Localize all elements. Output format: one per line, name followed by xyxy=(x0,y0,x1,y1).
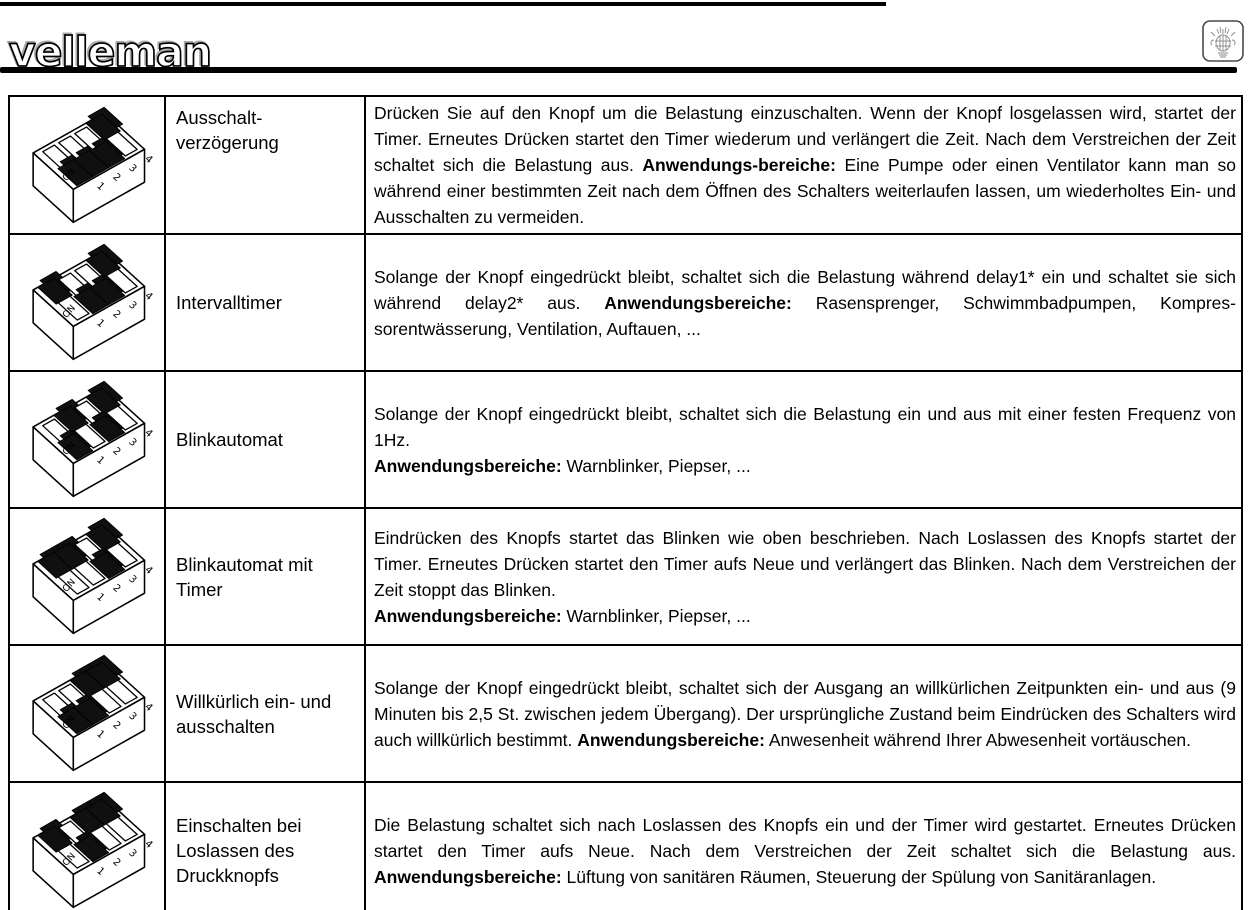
mode-name-cell: Willkürlich ein- und ausschalten xyxy=(164,644,366,783)
mode-name: Blinkautomat mit Timer xyxy=(176,553,313,600)
mode-description-cell: Solange der Knopf eingedrückt bleibt, sc… xyxy=(364,233,1243,372)
table-row: 1 2 3 4 ON Blinkautomat mit Timer Eindrücken… xyxy=(8,507,1243,646)
mode-description-cell: Die Belastung schaltet sich nach Loslass… xyxy=(364,781,1243,910)
applications-label: Anwendungs-bereiche: xyxy=(642,155,836,175)
table-row: 1 2 3 4 ON Ausschalt- verzögerung Drücken Si… xyxy=(8,95,1243,235)
header-divider-rule xyxy=(0,67,1237,73)
velleman-crest-icon xyxy=(1202,20,1244,62)
mode-name: Willkürlich ein- und ausschalten xyxy=(176,690,332,737)
timer-modes-table: 1 2 3 4 ON Ausschalt- verzögerung Drücken Si… xyxy=(8,95,1243,910)
table-row: 1 2 3 4 ON Blinkautomat Solange der Knopf ei… xyxy=(8,370,1243,509)
dip-switch-cell: 1 2 3 4 ON xyxy=(8,644,166,783)
mode-name-cell: Ausschalt- verzögerung xyxy=(164,95,366,235)
description-text: Anwesenheit während Ihrer Abwesenheit vo… xyxy=(764,729,1192,750)
description-text: Eindrücken des Knopfs startet das Blinke… xyxy=(374,527,1236,600)
mode-description-cell: Solange der Knopf eingedrückt bleibt, sc… xyxy=(364,644,1243,783)
mode-name-cell: Intervalltimer xyxy=(164,233,366,372)
applications-label: Anwendungsbereiche: xyxy=(374,605,562,626)
mode-description-cell: Solange der Knopf eingedrückt bleibt, sc… xyxy=(364,370,1243,509)
description-text: Die Belastung schaltet sich nach Loslass… xyxy=(374,814,1236,861)
table-row: 1 2 3 4 ON Willkürlich ein- und ausschalten … xyxy=(8,644,1243,783)
dip-switch-cell: 1 2 3 4 ON xyxy=(8,507,166,646)
applications-label: Anwendungsbereiche: xyxy=(374,455,562,476)
mode-name: Blinkautomat xyxy=(176,429,283,450)
mode-name: Intervalltimer xyxy=(176,292,282,313)
top-partial-rule xyxy=(0,2,886,6)
description-text: Warnblinker, Piepser, ... xyxy=(561,455,751,476)
description-text: Solange der Knopf eingedrückt bleibt, sc… xyxy=(374,403,1236,450)
description-text: Solange der Knopf eingedrückt bleibt, sc… xyxy=(374,677,1236,750)
mode-name-cell: Blinkautomat mit Timer xyxy=(164,507,366,646)
dip-switch-cell: 1 2 3 4 ON xyxy=(8,233,166,372)
mode-description-cell: Eindrücken des Knopfs startet das Blinke… xyxy=(364,507,1243,646)
dip-switch-cell: 1 2 3 4 ON xyxy=(8,781,166,910)
velleman-logo-shadow: velleman xyxy=(8,28,210,74)
mode-description-cell: Drücken Sie auf den Knopf um die Belastu… xyxy=(364,95,1243,235)
dip-switch-cell: 1 2 3 4 ON xyxy=(8,95,166,235)
applications-label: Anwendungsbereiche: xyxy=(604,292,792,313)
mode-name-cell: Einschalten bei Loslassen des Druckknopf… xyxy=(164,781,366,910)
description-text: Rasensprenger, Schwimmbadpumpen, Kompres… xyxy=(374,292,1236,339)
description-text: Warnblinker, Piepser, ... xyxy=(561,605,751,626)
applications-label: Anwendungsbereiche: xyxy=(577,729,765,750)
description-text: Eine Pumpe oder einen Ventilator kann ma… xyxy=(374,155,1236,227)
table-row: 1 2 3 4 ON Einschalten bei Loslassen des Dru… xyxy=(8,781,1243,910)
table-row: 1 2 3 4 ON Intervalltimer Solange der Knopf … xyxy=(8,233,1243,372)
description-text: Drücken Sie auf den Knopf um die Belastu… xyxy=(374,103,1236,175)
applications-label: Anwendungsbereiche: xyxy=(374,866,562,887)
dip-switch-cell: 1 2 3 4 ON xyxy=(8,370,166,509)
velleman-logo: velleman velleman xyxy=(7,28,213,74)
mode-name: Einschalten bei Loslassen des Druckknopf… xyxy=(176,815,302,886)
mode-name-cell: Blinkautomat xyxy=(164,370,366,509)
description-text: Lüftung von sanitären Räumen, Steuerung … xyxy=(561,866,1157,887)
mode-name: Ausschalt- verzögerung xyxy=(176,107,279,153)
description-text: Solange der Knopf eingedrückt bleibt, sc… xyxy=(374,266,1236,313)
velleman-logo-text: velleman xyxy=(9,28,211,74)
